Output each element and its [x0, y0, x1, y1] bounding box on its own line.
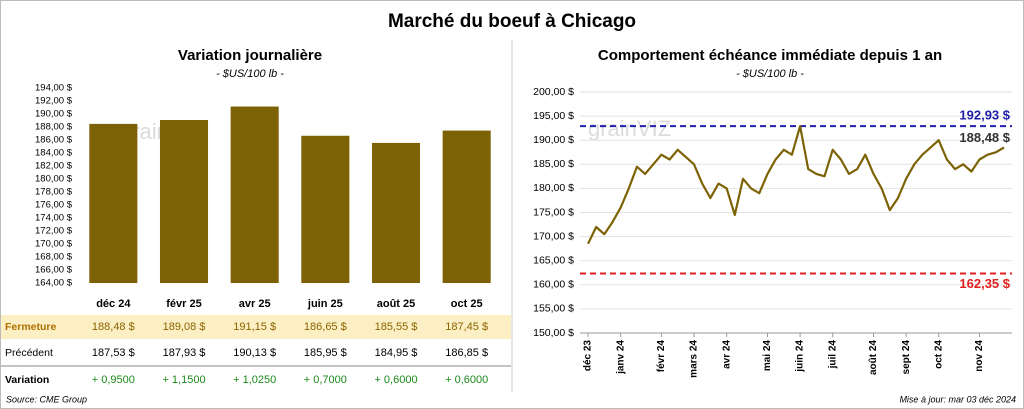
y-tick-label: 178,00 $	[35, 187, 73, 198]
x-tick-label: avr 25	[239, 298, 271, 310]
reference-label: 162,35 $	[959, 276, 1010, 291]
x-tick-label: janv 24	[615, 340, 626, 375]
y-tick-label: 180,00 $	[35, 174, 73, 185]
y-tick-label: 170,00 $	[533, 230, 574, 242]
reference-label: 192,93 $	[959, 108, 1010, 123]
table-cell: 189,08 $	[163, 321, 206, 333]
table-cell: + 0,9500	[92, 374, 135, 386]
y-tick-label: 176,00 $	[35, 200, 73, 211]
table-cell: 187,45 $	[445, 321, 488, 333]
bar	[301, 135, 350, 283]
page-title: Marché du boeuf à Chicago	[388, 11, 636, 32]
end-label: 188,48 $	[959, 130, 1010, 145]
y-tick-label: 195,00 $	[533, 110, 574, 122]
table-cell: 184,95 $	[375, 347, 418, 359]
table-cell: 185,95 $	[304, 347, 347, 359]
y-tick-label: 184,00 $	[35, 148, 73, 159]
row-highlight	[1, 315, 511, 339]
x-tick-label: févr 24	[656, 340, 667, 373]
y-tick-label: 170,00 $	[35, 239, 73, 250]
y-tick-label: 190,00 $	[35, 109, 73, 120]
table-cell: 187,53 $	[92, 347, 135, 359]
table-cell: 191,15 $	[233, 321, 276, 333]
y-tick-label: 200,00 $	[533, 86, 574, 98]
updated: Mise à jour: mar 03 déc 2024	[899, 394, 1016, 404]
table-cell: 190,13 $	[233, 347, 276, 359]
table-cell: 186,85 $	[445, 347, 488, 359]
table-cell: + 0,7000	[304, 374, 347, 386]
chart-subtitle: - $US/100 lb -	[216, 68, 284, 80]
y-tick-label: 194,00 $	[35, 83, 73, 94]
x-tick-label: juil 24	[827, 340, 838, 370]
table-cell: + 1,1500	[162, 374, 205, 386]
x-tick-label: mars 24	[689, 340, 700, 378]
table-cell: + 1,0250	[233, 374, 276, 386]
x-tick-label: févr 25	[166, 298, 201, 310]
watermark: grainVIZ	[588, 116, 671, 141]
y-tick-label: 164,00 $	[35, 278, 73, 289]
x-tick-label: mai 24	[762, 340, 773, 372]
table-cell: + 0,6000	[374, 374, 417, 386]
line	[587, 125, 1005, 245]
x-tick-label: oct 25	[451, 298, 483, 310]
row-label: Variation	[5, 374, 49, 386]
table-cell: 188,48 $	[92, 321, 135, 333]
chart-title: Comportement échéance immédiate depuis 1…	[598, 47, 942, 64]
y-tick-label: 172,00 $	[35, 226, 73, 237]
bar	[442, 130, 491, 283]
y-tick-label: 155,00 $	[533, 303, 574, 315]
x-tick-label: déc 23	[583, 340, 594, 372]
y-tick-label: 180,00 $	[533, 182, 574, 194]
y-tick-label: 166,00 $	[35, 265, 73, 276]
table-cell: 187,93 $	[163, 347, 206, 359]
y-tick-label: 174,00 $	[35, 213, 73, 224]
x-tick-label: juin 25	[307, 298, 343, 310]
bar	[89, 123, 138, 283]
x-tick-label: oct 24	[933, 340, 944, 369]
source: Source: CME Group	[6, 394, 87, 404]
y-tick-label: 185,00 $	[533, 158, 574, 170]
chart-title: Variation journalière	[178, 47, 322, 64]
bar	[159, 119, 209, 283]
chart-subtitle: - $US/100 lb -	[736, 68, 804, 80]
table-cell: 185,55 $	[375, 321, 418, 333]
y-tick-label: 182,00 $	[35, 161, 73, 172]
x-tick-label: août 24	[868, 340, 879, 375]
table-cell: + 0,6000	[445, 374, 488, 386]
row-label: Précédent	[5, 347, 53, 359]
x-tick-label: juin 24	[795, 340, 806, 373]
bar	[230, 106, 279, 284]
row-label: Fermeture	[5, 321, 57, 333]
x-tick-label: avr 24	[721, 340, 732, 369]
table-cell: 186,65 $	[304, 321, 347, 333]
x-tick-label: août 25	[377, 298, 416, 310]
x-tick-label: nov 24	[974, 340, 985, 372]
y-tick-label: 168,00 $	[35, 252, 73, 263]
y-tick-label: 150,00 $	[533, 327, 574, 339]
y-tick-label: 175,00 $	[533, 206, 574, 218]
y-tick-label: 188,00 $	[35, 122, 73, 133]
y-tick-label: 165,00 $	[533, 254, 574, 266]
bar	[371, 142, 421, 283]
y-tick-label: 190,00 $	[533, 134, 574, 146]
x-tick-label: déc 24	[96, 298, 131, 310]
y-tick-label: 186,00 $	[35, 135, 73, 146]
y-tick-label: 160,00 $	[533, 279, 574, 291]
y-tick-label: 192,00 $	[35, 96, 73, 107]
x-tick-label: sept 24	[901, 340, 912, 375]
